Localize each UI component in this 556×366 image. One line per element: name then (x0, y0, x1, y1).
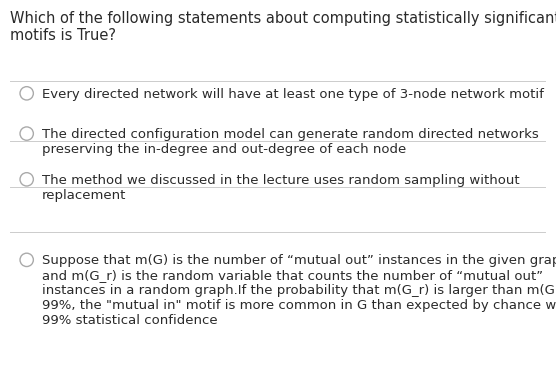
Text: The method we discussed in the lecture uses random sampling without
replacement: The method we discussed in the lecture u… (42, 174, 519, 202)
Text: The directed configuration model can generate random directed networks
preservin: The directed configuration model can gen… (42, 128, 538, 156)
Text: Which of the following statements about computing statistically significant
moti: Which of the following statements about … (10, 11, 556, 44)
Text: Every directed network will have at least one type of 3-node network motif: Every directed network will have at leas… (42, 88, 544, 101)
Text: Suppose that m(G) is the number of “mutual out” instances in the given graph G,
: Suppose that m(G) is the number of “mutu… (42, 254, 556, 327)
